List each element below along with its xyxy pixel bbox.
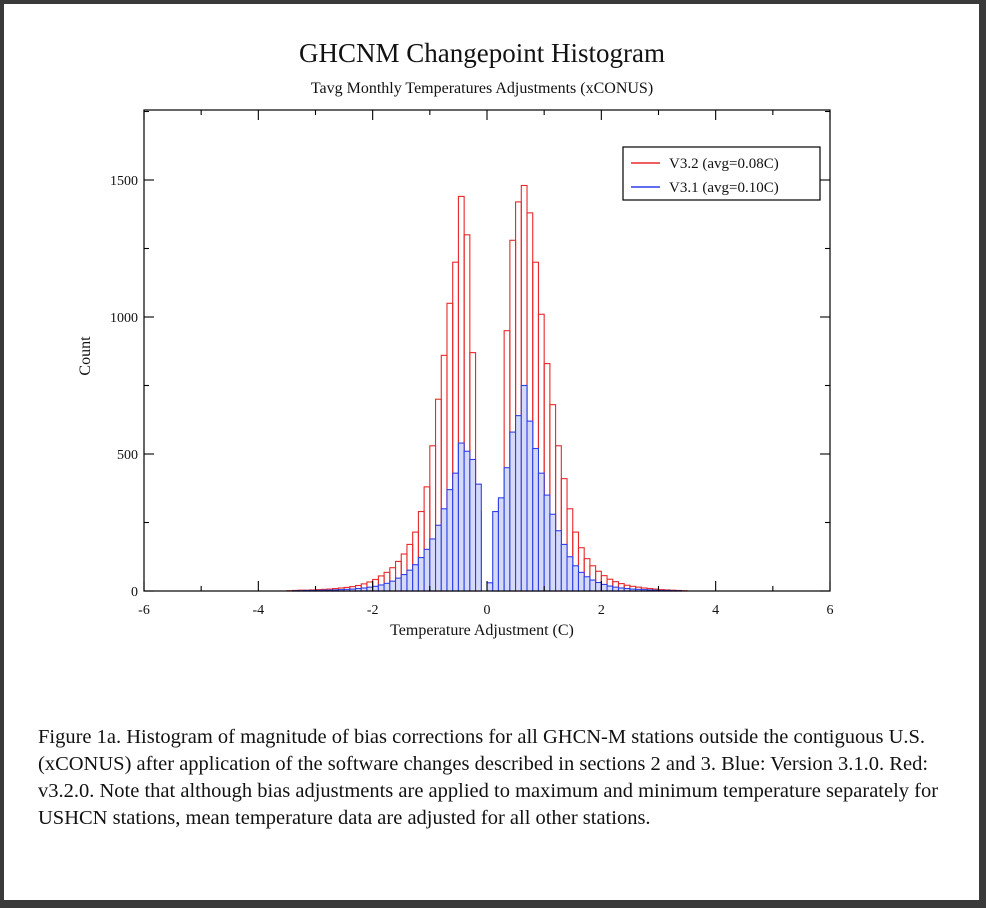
bar-v31 [475, 483, 482, 592]
bar-v31 [372, 585, 379, 592]
x-tick-label: 4 [712, 603, 719, 618]
x-tick-label: -6 [138, 603, 150, 618]
bar-v31 [389, 580, 397, 592]
bar-v31 [492, 510, 499, 592]
bar-v31 [463, 450, 471, 592]
legend-label-v32: V3.2 (avg=0.08C) [669, 156, 779, 172]
bar-v31 [595, 581, 602, 592]
bar-v31 [417, 557, 425, 592]
bar-v31 [509, 431, 517, 592]
bar-v31 [555, 530, 562, 592]
bar-v31 [560, 543, 568, 592]
bar-v31 [412, 564, 419, 592]
x-tick-label: -4 [252, 603, 264, 618]
plot-axes [143, 109, 831, 592]
x-tick-label: -2 [367, 603, 379, 618]
bar-v31 [572, 565, 580, 592]
chart-subtitle: Tavg Monthly Temperatures Adjustments (x… [311, 80, 653, 97]
bar-v31 [434, 524, 442, 592]
legend-box [622, 146, 821, 201]
bar-v31 [486, 582, 494, 592]
bar-v31 [400, 574, 408, 592]
x-tick-label: 6 [827, 603, 834, 618]
bar-v31 [520, 384, 528, 592]
bar-v31 [577, 571, 585, 592]
x-axis-label: Temperature Adjustment (C) [390, 622, 574, 639]
bar-v31 [515, 415, 522, 592]
bar-v31 [383, 582, 391, 592]
bar-v31 [532, 447, 539, 592]
y-tick-label: 500 [117, 448, 138, 463]
bar-v31 [394, 577, 402, 592]
chart-title: GHCNM Changepoint Histogram [299, 38, 665, 68]
bar-v31 [526, 420, 534, 592]
y-tick-labels: 0 500 1000 1500 [110, 174, 138, 600]
bar-v31 [457, 442, 465, 592]
bar-v31 [589, 579, 597, 592]
histogram-chart: GHCNM Changepoint Histogram Tavg Monthly… [77, 38, 834, 639]
bar-v31 [583, 576, 591, 592]
x-tick-label: 0 [484, 603, 491, 618]
y-tick-label: 1000 [110, 311, 138, 326]
bar-v31 [469, 458, 477, 592]
bar-v31 [503, 467, 511, 592]
bar-v31 [377, 584, 385, 592]
legend-label-v31: V3.1 (avg=0.10C) [669, 180, 779, 196]
series-v32-bars [286, 184, 688, 592]
bar-v31 [440, 508, 448, 592]
y-axis-label: Count [77, 336, 94, 376]
bar-v31 [543, 494, 551, 592]
bar-v31 [446, 489, 454, 592]
y-tick-label: 0 [131, 585, 138, 600]
bar-v31 [406, 569, 414, 592]
x-tick-labels: -6 -4 -2 0 2 4 6 [138, 603, 833, 618]
bar-v31 [600, 583, 608, 592]
bar-v31 [606, 585, 614, 592]
series-v31-bars [292, 384, 682, 592]
y-tick-label: 1500 [110, 174, 138, 189]
bar-v31 [549, 513, 557, 592]
x-tick-label: 2 [598, 603, 605, 618]
bar-v31 [497, 497, 505, 592]
chart-legend: V3.2 (avg=0.08C) V3.1 (avg=0.10C) [622, 146, 821, 201]
bar-v31 [566, 556, 574, 592]
figure-caption: Figure 1a. Histogram of magnitude of bia… [38, 726, 939, 829]
bar-v31 [429, 538, 437, 592]
figure-sheet: GHCNM Changepoint Histogram Tavg Monthly… [4, 4, 979, 900]
bar-v31 [452, 472, 459, 592]
bar-v31 [537, 472, 545, 592]
bar-v31 [423, 548, 431, 592]
